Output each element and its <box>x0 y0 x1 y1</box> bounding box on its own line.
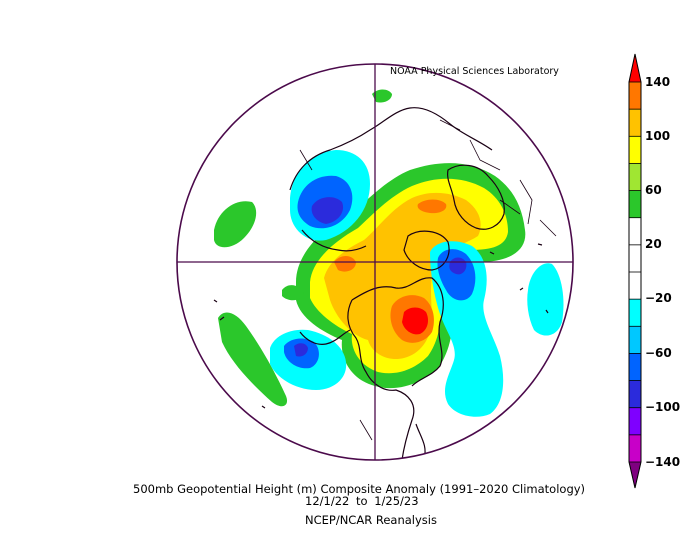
anomaly-peak <box>402 307 428 335</box>
colorbar-tick-label: 100 <box>645 129 671 143</box>
negative-anomaly-europe-100 <box>311 197 344 224</box>
colorbar-tick-label: 60 <box>645 183 662 197</box>
coastlines <box>213 107 557 460</box>
positive-anomaly-central-pacific <box>218 312 288 407</box>
anomaly-60-100 <box>324 192 481 360</box>
colorbar-tick-label: 140 <box>645 75 671 89</box>
colorbar-min-arrow <box>629 462 641 488</box>
colorbar-tick-label: −100 <box>645 400 681 414</box>
colorbar-swatch <box>629 272 641 300</box>
colorbar-swatch <box>629 434 641 463</box>
coastline-south-america <box>415 423 426 459</box>
country-borders <box>299 119 557 441</box>
coastline-north-america <box>347 277 444 460</box>
colorbar-max-arrow <box>629 54 641 82</box>
hemisphere-border <box>176 63 574 461</box>
coastline-alaska <box>299 329 351 345</box>
colorbar-swatch <box>629 407 641 436</box>
colorbar <box>628 53 642 489</box>
colorbar-swatch <box>629 299 641 327</box>
map-frame <box>176 63 574 461</box>
anomaly-orange-arctic <box>417 199 447 214</box>
colorbar-swatch <box>629 136 641 164</box>
colorbar-swatch <box>629 244 641 273</box>
anomaly-orange-siberia <box>334 256 356 272</box>
date-range: 12/1/22 to 1/25/23 <box>305 494 419 508</box>
positive-anomaly-north-pacific <box>214 201 257 248</box>
colorbar-tick-label: −20 <box>645 291 672 305</box>
negative-anomaly-azores <box>527 263 564 336</box>
positive-anomaly-asia-small <box>372 89 392 103</box>
colorbar-swatch <box>629 353 641 381</box>
colorbar-swatch <box>629 380 641 409</box>
colorbar-swatch <box>629 82 641 110</box>
colorbar-swatch <box>629 326 641 354</box>
credit-label: NOAA Physical Sciences Laboratory <box>390 66 559 77</box>
coastline-islands <box>213 243 549 409</box>
positive-anomaly-tibet <box>282 285 304 301</box>
colorbar-swatch <box>629 217 641 246</box>
coastline-europe <box>447 164 505 230</box>
anomaly-fill <box>214 89 564 417</box>
colorbar-tick-label: −60 <box>645 346 672 360</box>
colorbar-swatch <box>629 163 641 191</box>
data-source: NCEP/NCAR Reanalysis <box>305 513 437 527</box>
colorbar-swatch <box>629 190 641 219</box>
colorbar-swatch <box>629 109 641 137</box>
negative-anomaly-pacific-100 <box>294 343 308 357</box>
colorbar-tick-label: −140 <box>645 455 681 469</box>
colorbar-tick-label: 20 <box>645 237 662 251</box>
map-title: 500mb Geopotential Height (m) Composite … <box>133 482 586 496</box>
